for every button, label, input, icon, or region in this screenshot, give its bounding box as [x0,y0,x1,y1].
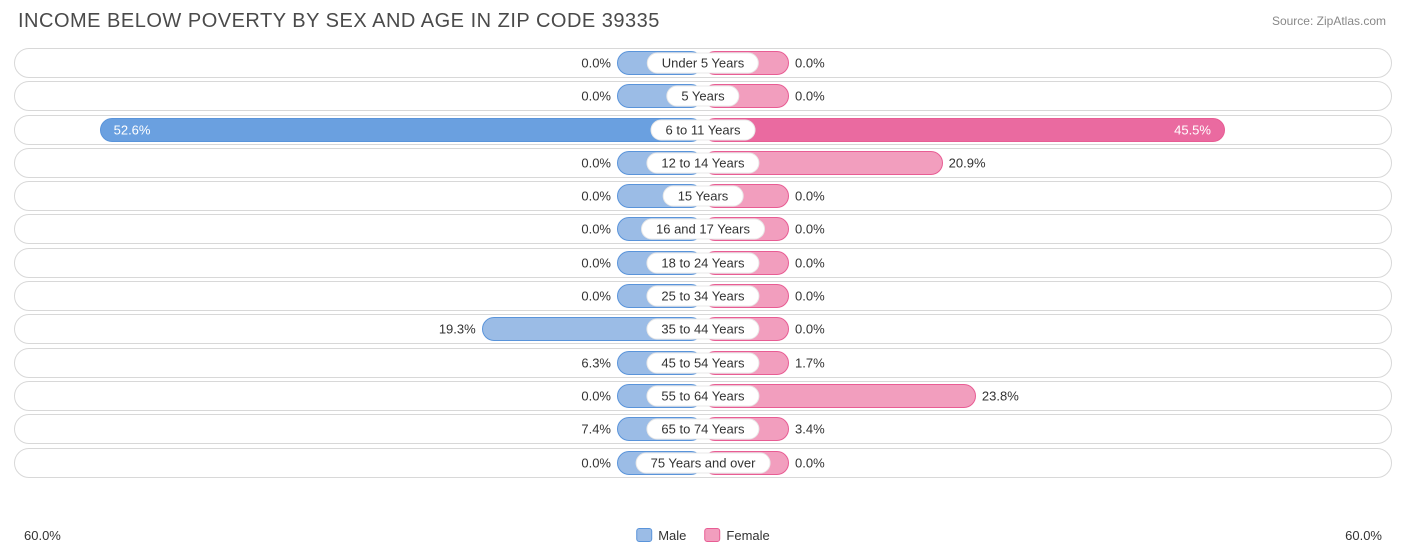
chart-row: 0.0% 0.0% 25 to 34 Years [14,281,1392,311]
category-label: 55 to 64 Years [646,385,759,406]
male-value-label: 0.0% [581,255,611,270]
male-value-label: 52.6% [114,122,151,137]
male-value-label: 0.0% [581,289,611,304]
female-value-label: 0.0% [795,189,825,204]
female-value-label: 0.0% [795,255,825,270]
chart-row: 0.0% 0.0% 15 Years [14,181,1392,211]
legend: Male Female [636,528,770,543]
axis-max-right: 60.0% [1345,528,1382,543]
category-label: 18 to 24 Years [646,252,759,273]
female-value-label: 45.5% [1174,122,1211,137]
category-label: Under 5 Years [647,53,759,74]
female-value-label: 0.0% [795,56,825,71]
male-value-label: 7.4% [581,422,611,437]
legend-male-label: Male [658,528,686,543]
chart-area: 0.0% 0.0% Under 5 Years 0.0% 0.0% 5 Years 52.6… [14,48,1392,518]
legend-swatch-female [704,528,720,542]
category-label: 35 to 44 Years [646,319,759,340]
legend-swatch-male [636,528,652,542]
male-value-label: 6.3% [581,355,611,370]
legend-female: Female [704,528,769,543]
chart-row: 19.3% 0.0% 35 to 44 Years [14,314,1392,344]
female-value-label: 20.9% [949,155,986,170]
female-value-label: 3.4% [795,422,825,437]
female-value-label: 0.0% [795,89,825,104]
category-label: 5 Years [666,86,739,107]
female-value-label: 0.0% [795,322,825,337]
category-label: 25 to 34 Years [646,286,759,307]
chart-row: 0.0% 0.0% 75 Years and over [14,448,1392,478]
category-label: 75 Years and over [636,452,771,473]
chart-row: 7.4% 3.4% 65 to 74 Years [14,414,1392,444]
female-value-label: 1.7% [795,355,825,370]
chart-row: 6.3% 1.7% 45 to 54 Years [14,348,1392,378]
male-value-label: 19.3% [439,322,476,337]
male-bar [100,118,703,142]
male-value-label: 0.0% [581,56,611,71]
female-value-label: 23.8% [982,388,1019,403]
male-value-label: 0.0% [581,455,611,470]
female-bar [703,118,1225,142]
chart-row: 0.0% 0.0% 5 Years [14,81,1392,111]
category-label: 45 to 54 Years [646,352,759,373]
category-label: 15 Years [663,186,744,207]
male-value-label: 0.0% [581,222,611,237]
female-value-label: 0.0% [795,455,825,470]
female-value-label: 0.0% [795,222,825,237]
chart-title: INCOME BELOW POVERTY BY SEX AND AGE IN Z… [18,10,660,33]
chart-row: 0.0% 0.0% Under 5 Years [14,48,1392,78]
male-value-label: 0.0% [581,89,611,104]
chart-row: 0.0% 23.8% 55 to 64 Years [14,381,1392,411]
axis-max-left: 60.0% [24,528,61,543]
category-label: 6 to 11 Years [651,119,756,140]
legend-male: Male [636,528,686,543]
axis-legend-row: 60.0% Male Female 60.0% [14,524,1392,546]
chart-row: 0.0% 20.9% 12 to 14 Years [14,148,1392,178]
legend-female-label: Female [726,528,769,543]
female-value-label: 0.0% [795,289,825,304]
category-label: 16 and 17 Years [641,219,765,240]
source-attribution: Source: ZipAtlas.com [1272,14,1386,28]
chart-row: 0.0% 0.0% 18 to 24 Years [14,248,1392,278]
male-value-label: 0.0% [581,155,611,170]
male-value-label: 0.0% [581,388,611,403]
chart-row: 0.0% 0.0% 16 and 17 Years [14,214,1392,244]
male-value-label: 0.0% [581,189,611,204]
category-label: 65 to 74 Years [646,419,759,440]
chart-row: 52.6% 45.5% 6 to 11 Years [14,115,1392,145]
category-label: 12 to 14 Years [646,152,759,173]
